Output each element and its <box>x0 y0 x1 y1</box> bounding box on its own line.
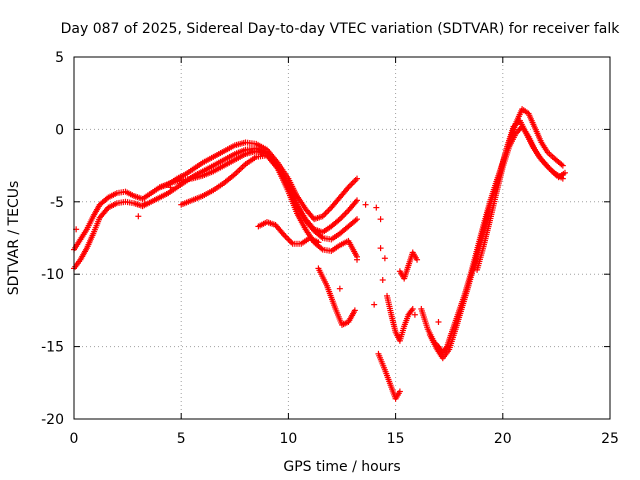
data-point <box>167 184 174 191</box>
data-point <box>371 301 378 308</box>
data-layer <box>71 106 568 402</box>
axis-layer: 0 5 10 15 20 25 -20 -15 -10 -5 0 5 <box>41 50 619 447</box>
x-axis-label: GPS time / hours <box>283 459 400 475</box>
data-point <box>336 285 343 292</box>
series-scattered <box>73 184 442 325</box>
series-track-e <box>255 219 322 247</box>
y-tick-label: 5 <box>55 50 64 66</box>
series-track-h <box>384 292 416 344</box>
data-point <box>354 197 361 204</box>
data-point <box>379 276 386 283</box>
data-point <box>315 239 322 246</box>
data-point <box>559 162 566 169</box>
data-point <box>373 204 380 211</box>
y-axis-label: SDTVAR / TECUs <box>6 181 22 296</box>
data-point <box>362 201 369 208</box>
x-tick-label: 10 <box>279 431 297 447</box>
series-track-f <box>315 265 358 328</box>
data-point <box>141 200 148 207</box>
x-tick-label: 15 <box>387 431 405 447</box>
data-point <box>561 169 568 176</box>
data-point <box>435 318 442 325</box>
data-point <box>377 216 384 223</box>
data-point <box>354 175 361 182</box>
data-point <box>559 175 566 182</box>
data-point <box>135 213 142 220</box>
data-point <box>354 256 361 263</box>
plot-frame <box>73 56 611 420</box>
x-tick-label: 25 <box>601 431 619 447</box>
data-point <box>351 307 358 314</box>
y-tick-label: 0 <box>55 122 64 138</box>
y-tick-label: -10 <box>41 267 64 283</box>
y-tick-label: -20 <box>41 412 64 428</box>
series-track-d <box>178 152 361 260</box>
data-point <box>354 216 361 223</box>
y-tick-label: -5 <box>50 195 64 211</box>
data-point <box>377 245 384 252</box>
y-tick-label: -15 <box>41 340 64 356</box>
data-point <box>381 255 388 262</box>
series-track-l <box>474 123 566 273</box>
x-tick-label: 20 <box>494 431 512 447</box>
series-track-g <box>375 350 403 402</box>
chart-title: Day 087 of 2025, Sidereal Day-to-day VTE… <box>61 21 621 37</box>
data-point <box>411 311 418 318</box>
series-track-i <box>396 249 421 282</box>
data-point <box>414 256 421 263</box>
data-point <box>409 305 416 312</box>
data-point <box>396 388 403 395</box>
x-tick-label: 0 <box>70 431 79 447</box>
x-tick-label: 5 <box>177 431 186 447</box>
